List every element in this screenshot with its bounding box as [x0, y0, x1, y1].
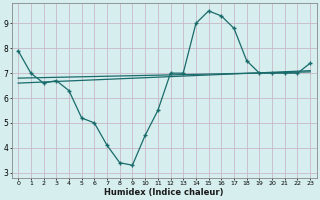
X-axis label: Humidex (Indice chaleur): Humidex (Indice chaleur) [104, 188, 224, 197]
